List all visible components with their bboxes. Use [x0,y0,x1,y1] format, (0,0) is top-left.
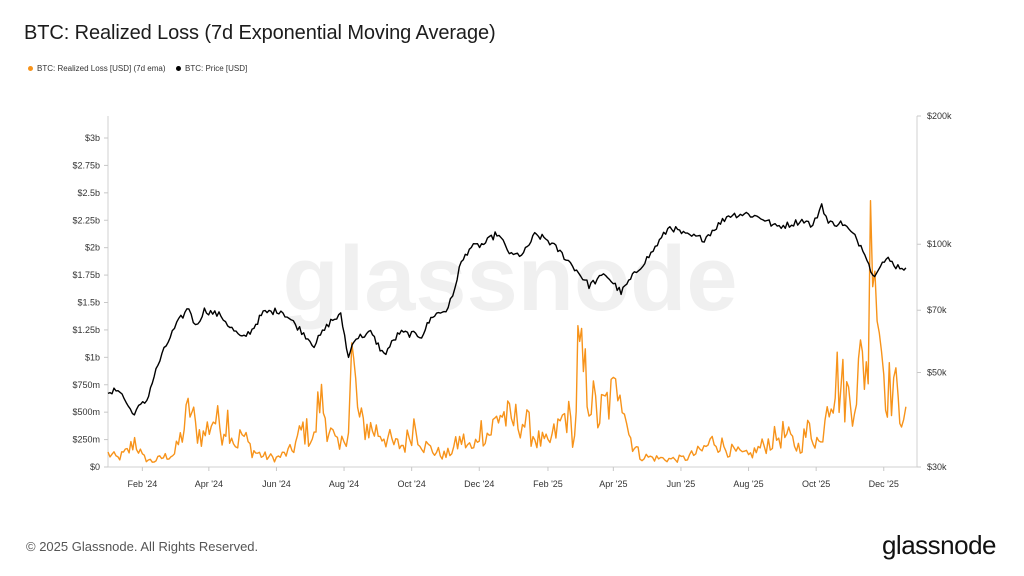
legend-label: BTC: Price [USD] [185,64,248,73]
y-left-tick-label: $1b [85,352,100,362]
x-tick-label: Aug '24 [329,479,359,489]
y-left-tick-label: $2b [85,243,100,253]
y-left-tick-label: $2.5b [77,188,100,198]
x-tick-label: Oct '24 [398,479,426,489]
footer-copyright: © 2025 Glassnode. All Rights Reserved. [26,539,259,554]
x-tick-label: Apr '24 [195,479,223,489]
x-tick-label: Apr '25 [599,479,627,489]
y-left-tick-label: $1.75b [72,270,100,280]
x-tick-label: Dec '25 [869,479,899,489]
legend-item-realized-loss[interactable]: BTC: Realized Loss [USD] (7d ema) [28,64,166,73]
y-left-tick-label: $250m [72,435,100,445]
axes: $0 $250m $500m $750m $1b $1.25b $1.5b $1.75b $2b… [72,111,952,489]
x-tick-label: Dec '24 [464,479,494,489]
y-left-tick-label: $3b [85,133,100,143]
y-left-tick-label: $1.5b [77,298,100,308]
y-right-tick-label: $50k [927,367,947,377]
x-tick-label: Aug '25 [733,479,763,489]
legend-dot-icon [28,66,33,71]
realized-loss-line [107,200,907,463]
y-right-tick-label: $70k [927,305,947,315]
y-left-tick-label: $500m [72,407,100,417]
y-left-tick-label: $2.75b [72,160,100,170]
x-tick-label: Feb '25 [533,479,563,489]
series [107,200,907,463]
footer-logo[interactable]: glassnode [881,530,997,560]
x-tick-label: Oct '25 [802,479,830,489]
y-left-tick-label: $750m [72,380,100,390]
x-tick-label: Jun '25 [667,479,696,489]
x-tick-label: Feb '24 [127,479,157,489]
y-right-tick-label: $30k [927,462,947,472]
chart-title: BTC: Realized Loss (7d Exponential Movin… [24,22,496,44]
y-left-tick-label: $1.25b [72,325,100,335]
legend-label: BTC: Realized Loss [USD] (7d ema) [37,64,166,73]
legend-dot-icon [176,66,181,71]
y-right-tick-label: $100k [927,239,952,249]
y-left-tick-label: $0 [90,462,100,472]
price-line [107,203,907,416]
y-left-tick-label: $2.25b [72,215,100,225]
y-right-tick-label: $200k [927,111,952,121]
x-tick-label: Jun '24 [262,479,291,489]
legend-item-price[interactable]: BTC: Price [USD] [176,64,247,73]
